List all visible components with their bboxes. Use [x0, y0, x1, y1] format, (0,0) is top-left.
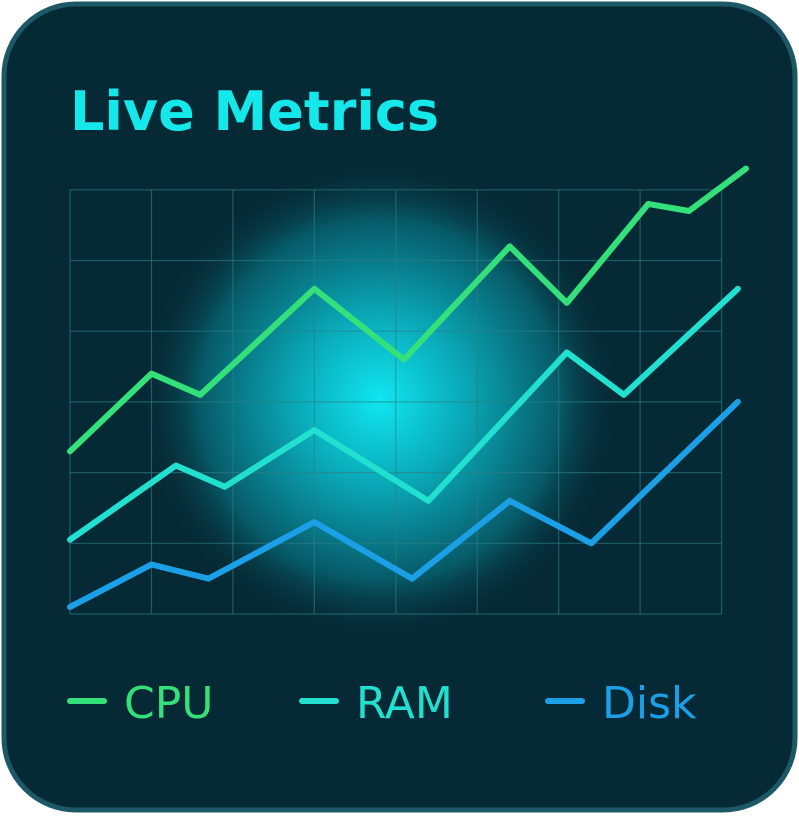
legend-label: CPU	[124, 678, 213, 729]
series-line	[67, 165, 749, 455]
chart-title: Live Metrics	[70, 80, 439, 143]
legend-label: RAM	[356, 678, 453, 729]
legend: CPU RAM Disk	[67, 678, 697, 729]
legend-label: Disk	[602, 678, 697, 729]
glow	[40, 140, 760, 660]
series-line	[67, 398, 741, 610]
lines	[67, 165, 749, 610]
series-line	[67, 285, 741, 543]
grid	[69, 189, 723, 615]
